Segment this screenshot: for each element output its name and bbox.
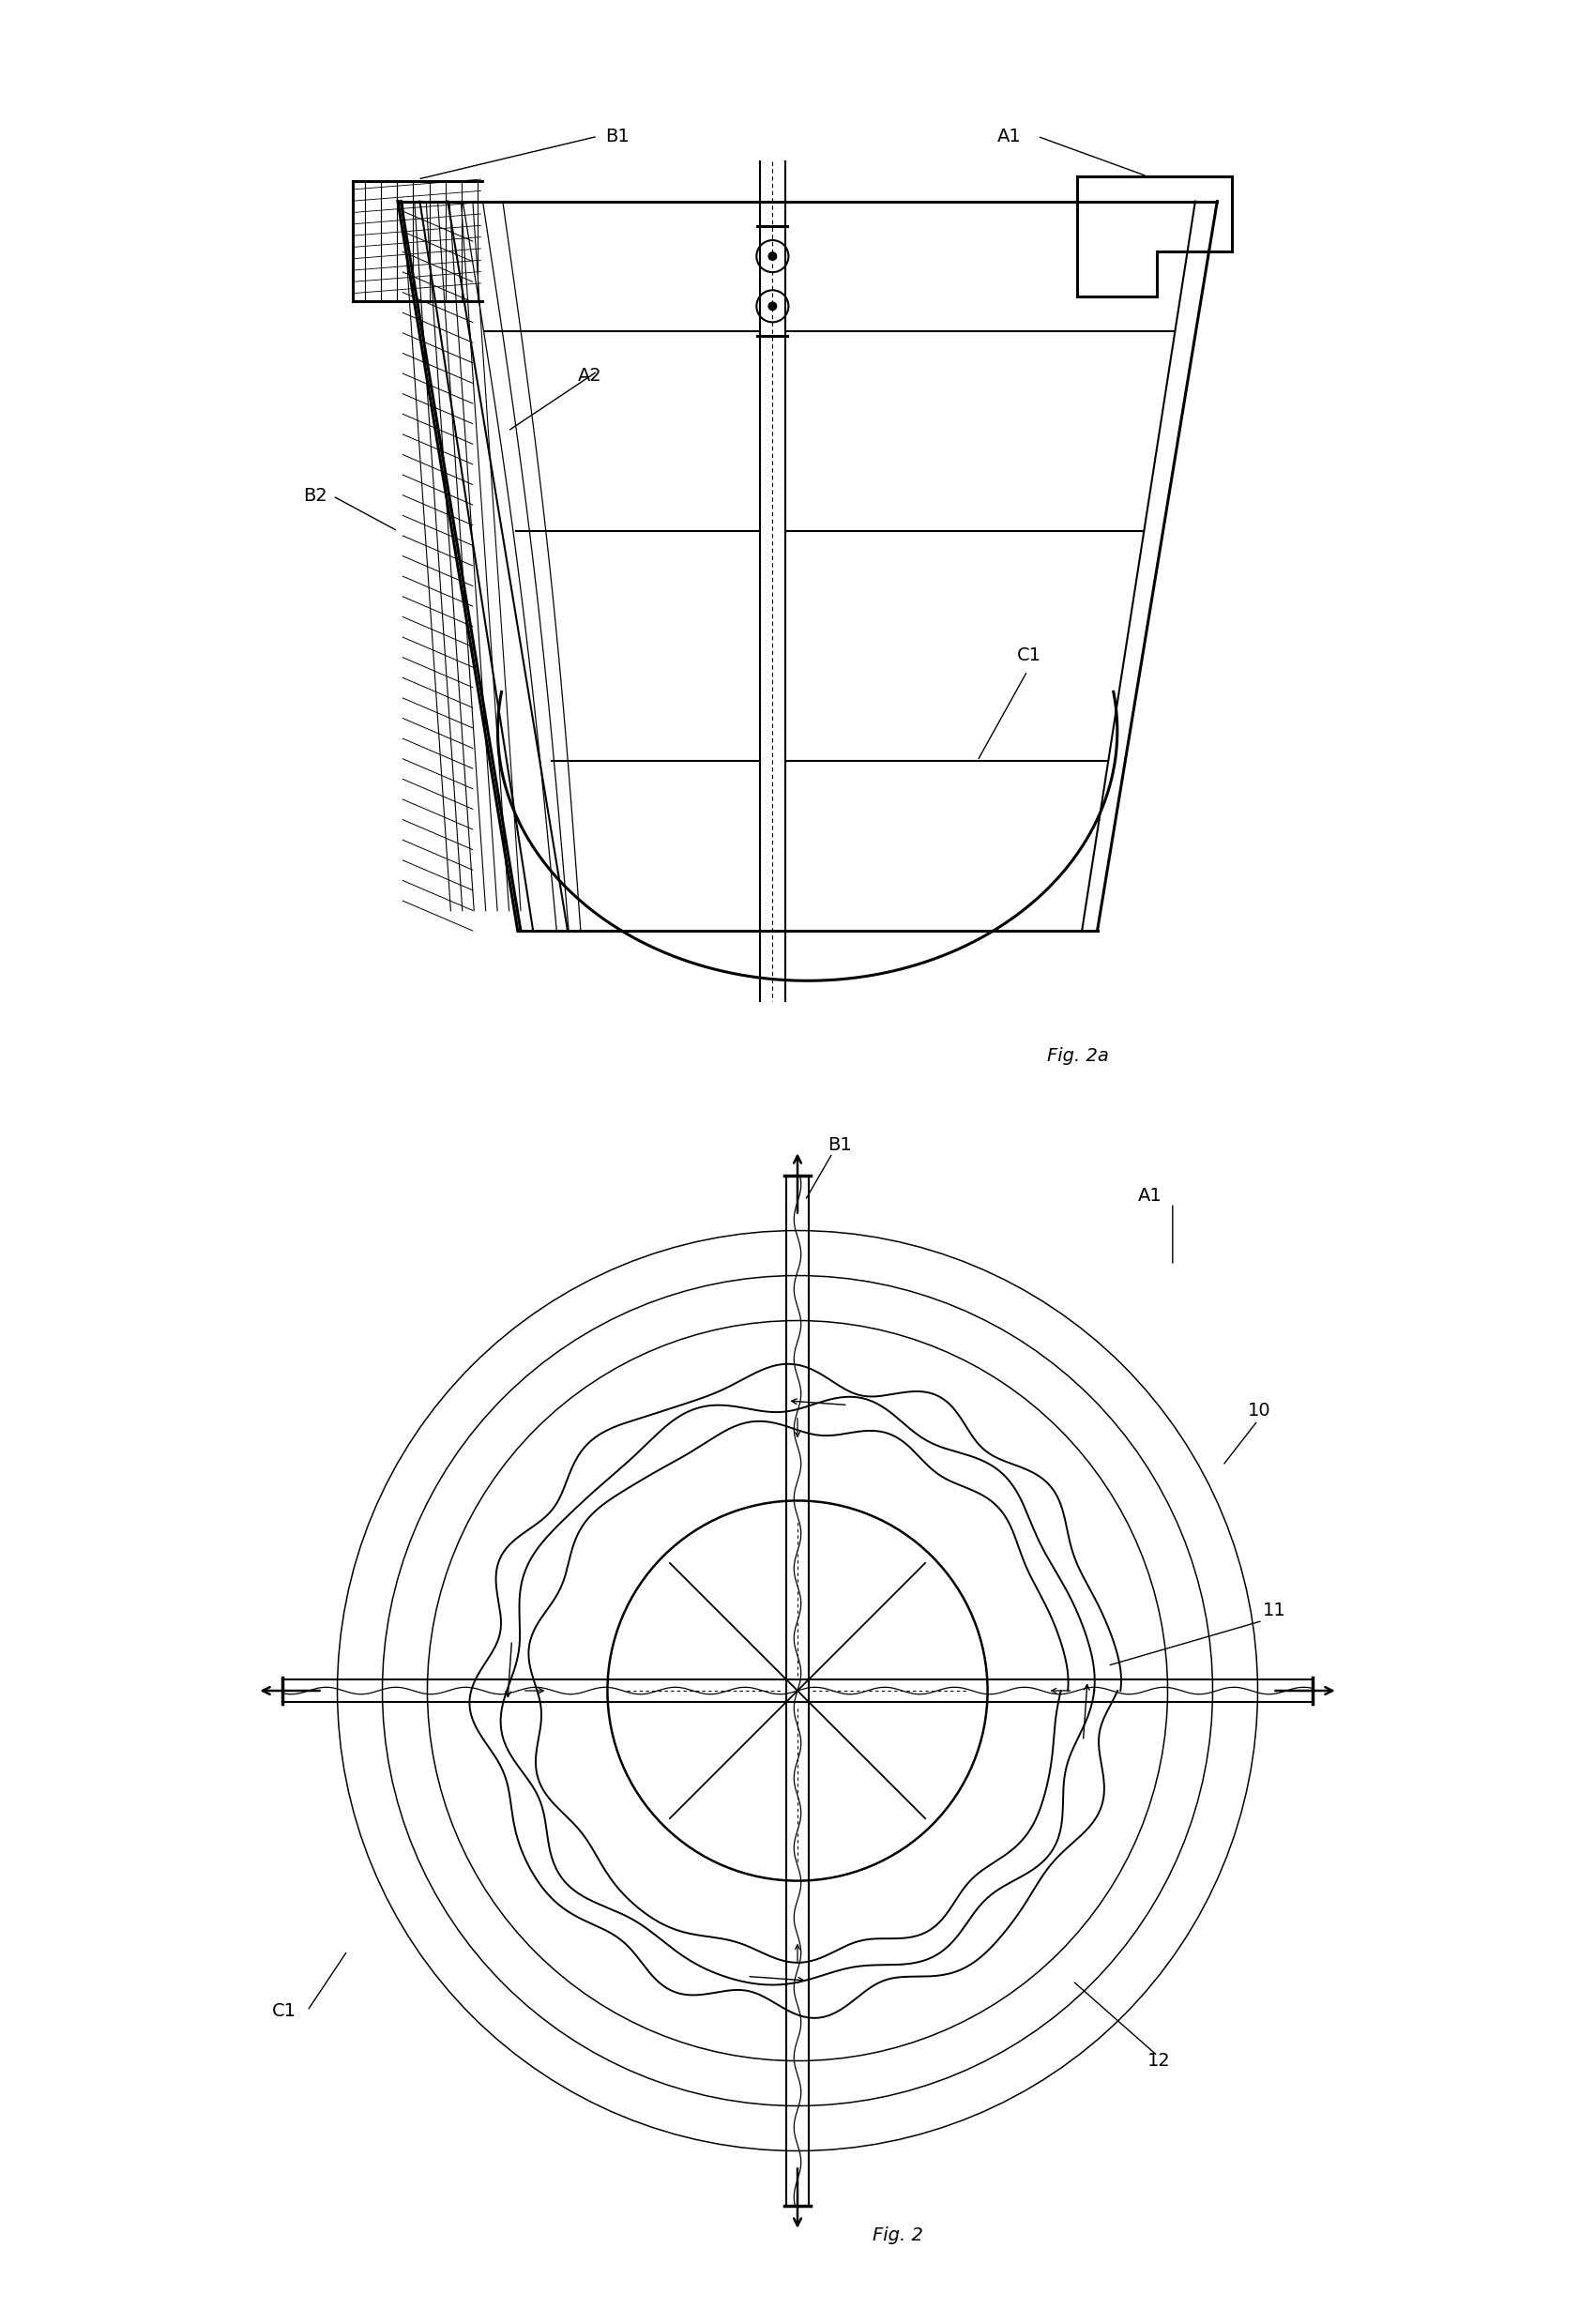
Text: A2: A2 (577, 367, 601, 386)
Text: B2: B2 (303, 488, 327, 504)
Text: B1: B1 (828, 1136, 852, 1155)
Text: Fig. 2: Fig. 2 (872, 2226, 924, 2245)
Text: C1: C1 (1018, 646, 1042, 665)
Circle shape (769, 302, 777, 309)
Text: B1: B1 (606, 128, 630, 144)
Text: 10: 10 (1247, 1401, 1271, 1420)
Text: A1: A1 (997, 128, 1021, 144)
Text: C1: C1 (273, 2001, 297, 2020)
Text: 11: 11 (1263, 1601, 1286, 1620)
Text: 12: 12 (1148, 2052, 1171, 2071)
Circle shape (769, 253, 777, 260)
Text: Fig. 2a: Fig. 2a (1048, 1046, 1109, 1064)
Text: A1: A1 (1137, 1188, 1161, 1204)
